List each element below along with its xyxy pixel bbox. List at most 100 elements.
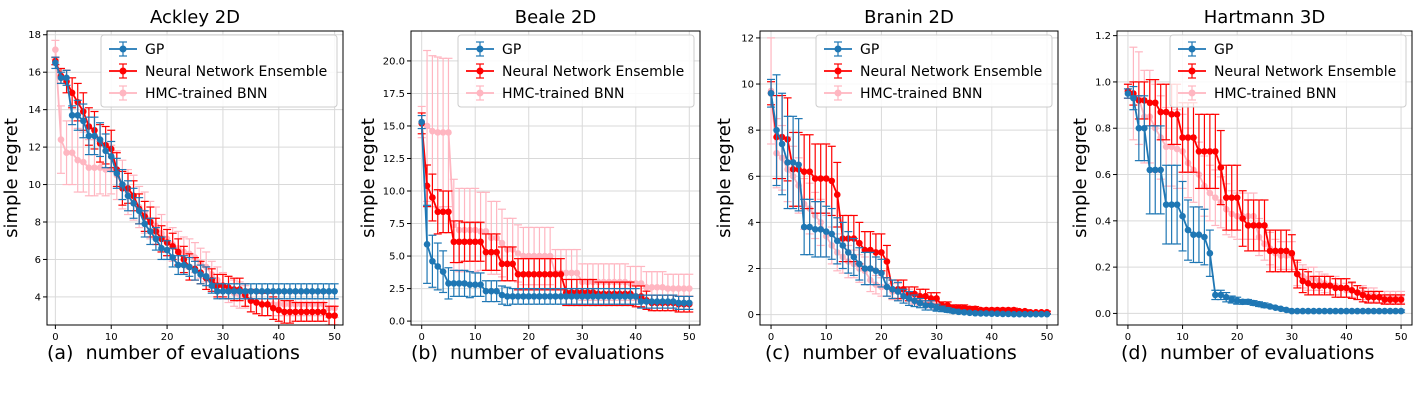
data-point-nne [1217,164,1225,171]
data-point-gp [861,265,869,272]
data-point-nne [828,177,836,185]
data-point-gp [461,280,468,287]
data-point-nne [477,238,484,246]
data-point-gp [520,293,527,300]
data-point-nne [878,249,885,256]
data-point-nne [1392,296,1399,303]
y-tick-label: 4 [748,218,754,229]
data-point-gp [186,263,193,271]
data-point-gp [1337,307,1345,315]
data-point-bnn [562,269,570,277]
x-tick-label: 40 [629,332,642,343]
data-point-nne [509,260,516,268]
data-point-gp [536,293,543,300]
data-point-gp [1381,307,1388,315]
data-point-gp [960,309,968,316]
legend: GP Neural Network Ensemble HMC-trained BNN [100,34,338,108]
data-point-nne [314,308,322,316]
y-tick-label: 8 [748,126,754,137]
data-point-nne [269,304,277,312]
data-point-gp [423,241,431,248]
x-tick-label: 0 [419,332,425,343]
data-point-nne [1381,296,1388,303]
data-point-gp [828,230,836,238]
data-point-gp [1184,226,1192,234]
data-point-gp [817,226,825,233]
data-point-gp [627,293,634,300]
chart-title: Beale 2D [515,7,597,28]
data-point-gp [1141,124,1148,132]
x-tick-label: 40 [985,332,998,343]
data-point-bnn [685,285,693,292]
data-point-gp [1397,307,1405,315]
data-point-nne [1293,270,1301,278]
legend-item-nne: Neural Network Ensemble [466,63,684,80]
legend-item-gp: GP [109,41,164,58]
legend-item-gp: GP [824,41,879,58]
data-point-nne [530,270,538,278]
y-tick-label: 18 [28,30,41,41]
data-point-gp [1038,310,1045,318]
data-point-bnn [541,252,549,260]
data-point-nne [1283,247,1290,255]
legend-label-nne: Neural Network Ensemble [1214,64,1396,80]
data-point-gp [1277,305,1285,313]
legend-marker-nne [476,67,484,75]
data-point-gp [303,287,310,295]
legend-label-nne: Neural Network Ensemble [145,64,327,80]
data-point-nne [258,301,266,308]
y-tick-label: 12.5 [383,154,405,165]
data-point-nne [536,270,543,278]
series-gp [417,114,694,310]
data-point-gp [621,293,629,300]
legend-marker-bnn [119,89,127,97]
data-point-nne [1261,222,1268,229]
data-point-nne [1184,134,1192,141]
data-point-nne [1179,134,1186,141]
data-point-gp [643,298,650,305]
legend-box [1169,34,1407,108]
data-point-gp [241,287,249,295]
data-point-nne [308,308,316,316]
data-point-gp [525,293,533,300]
data-point-gp [514,293,522,300]
data-point-gp [562,293,570,300]
data-point-nne [1364,293,1372,301]
data-point-gp [900,292,907,300]
data-point-nne [1146,99,1154,107]
data-point-nne [320,308,327,316]
data-point-gp [174,261,182,269]
data-point-bnn [675,285,682,292]
data-point-nne [1277,247,1285,255]
data-point-nne [1201,148,1208,155]
data-point-gp [1190,231,1197,239]
data-point-nne [933,295,940,302]
data-point-gp [1146,166,1154,174]
data-point-nne [856,239,863,247]
data-point-gp [80,117,87,125]
legend-marker-bnn [834,89,842,97]
data-point-gp [314,287,322,295]
data-point-gp [1016,310,1023,318]
data-point-nne [493,248,500,256]
data-point-nne [439,208,447,216]
data-point-bnn [525,252,533,260]
data-point-bnn [1173,145,1181,153]
data-point-nne [429,194,436,201]
axes-frame [410,30,701,326]
legend-item-nne: Neural Network Ensemble [109,63,327,80]
x-tick-label: 10 [105,332,118,343]
data-point-gp [993,310,1001,318]
axes-frame [46,30,344,326]
data-point-gp [822,228,830,235]
data-point-gp [778,140,786,148]
data-point-bnn [74,156,82,164]
x-tick-label: 10 [820,332,833,343]
data-point-gp [180,261,188,269]
data-point-gp [944,306,951,314]
data-point-bnn [482,228,490,235]
data-point-gp [493,287,500,295]
data-point-gp [883,283,891,291]
data-point-bnn [429,127,436,135]
data-point-gp [1272,304,1279,311]
